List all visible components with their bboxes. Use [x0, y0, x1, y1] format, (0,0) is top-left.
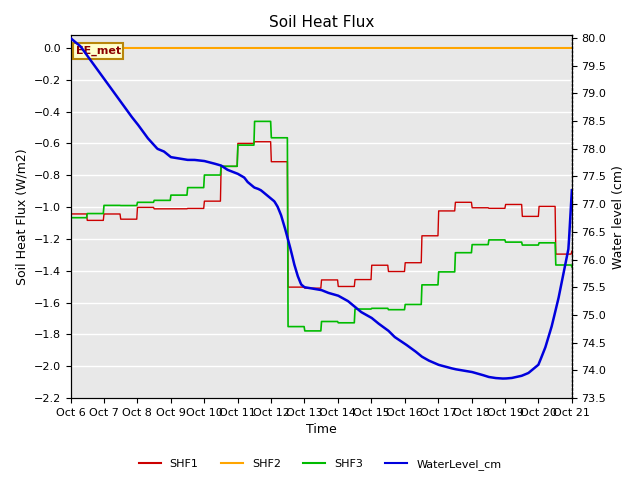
- Text: EE_met: EE_met: [76, 46, 121, 57]
- Legend: SHF1, SHF2, SHF3, WaterLevel_cm: SHF1, SHF2, SHF3, WaterLevel_cm: [134, 455, 506, 474]
- Title: Soil Heat Flux: Soil Heat Flux: [269, 15, 374, 30]
- Y-axis label: Water level (cm): Water level (cm): [612, 165, 625, 269]
- X-axis label: Time: Time: [306, 423, 337, 436]
- Y-axis label: Soil Heat Flux (W/m2): Soil Heat Flux (W/m2): [15, 148, 28, 285]
